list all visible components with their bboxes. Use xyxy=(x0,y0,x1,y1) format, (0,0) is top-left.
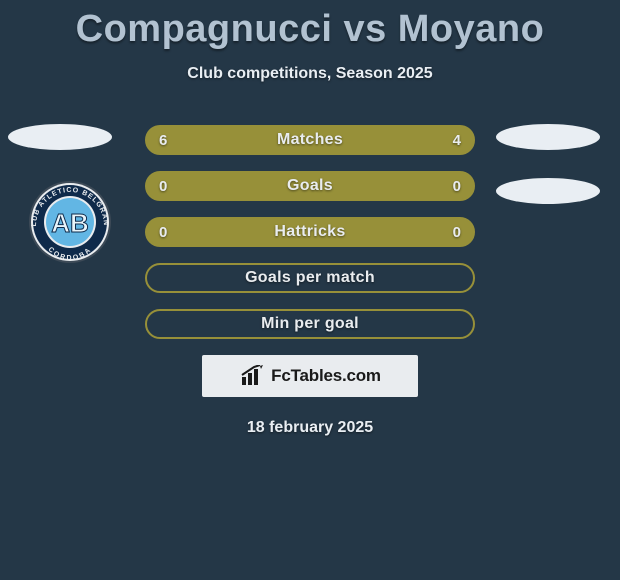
stat-label: Hattricks xyxy=(274,223,345,241)
player-right-avatar-placeholder xyxy=(496,124,600,150)
stat-right-value: 4 xyxy=(453,132,461,149)
stat-label: Goals xyxy=(287,177,333,195)
player-left-avatar-placeholder xyxy=(8,124,112,150)
svg-text:AB: AB xyxy=(51,208,89,238)
stat-label: Min per goal xyxy=(261,315,359,333)
stat-bar-min-per-goal: Min per goal xyxy=(145,309,475,339)
stat-bar-matches: 6 Matches 4 xyxy=(145,125,475,155)
stat-left-value: 0 xyxy=(159,178,167,195)
date-text: 18 february 2025 xyxy=(0,419,620,437)
stat-right-value: 0 xyxy=(453,178,461,195)
stat-bar-hattricks: 0 Hattricks 0 xyxy=(145,217,475,247)
page-subtitle: Club competitions, Season 2025 xyxy=(0,65,620,83)
stat-bar-goals: 0 Goals 0 xyxy=(145,171,475,201)
stat-right-value: 0 xyxy=(453,224,461,241)
stat-label: Matches xyxy=(277,131,343,149)
page-title: Compagnucci vs Moyano xyxy=(0,0,620,51)
stat-bar-goals-per-match: Goals per match xyxy=(145,263,475,293)
stat-left-value: 6 xyxy=(159,132,167,149)
club-right-badge-placeholder xyxy=(496,178,600,204)
stat-left-value: 0 xyxy=(159,224,167,241)
site-logo: FcTables.com xyxy=(202,355,418,397)
site-logo-text: FcTables.com xyxy=(271,366,381,386)
bar-chart-icon xyxy=(239,365,265,387)
club-left-badge: CLUB ATLETICO BELGRANO CORDOBA AB xyxy=(20,180,120,264)
stat-label: Goals per match xyxy=(245,269,375,287)
